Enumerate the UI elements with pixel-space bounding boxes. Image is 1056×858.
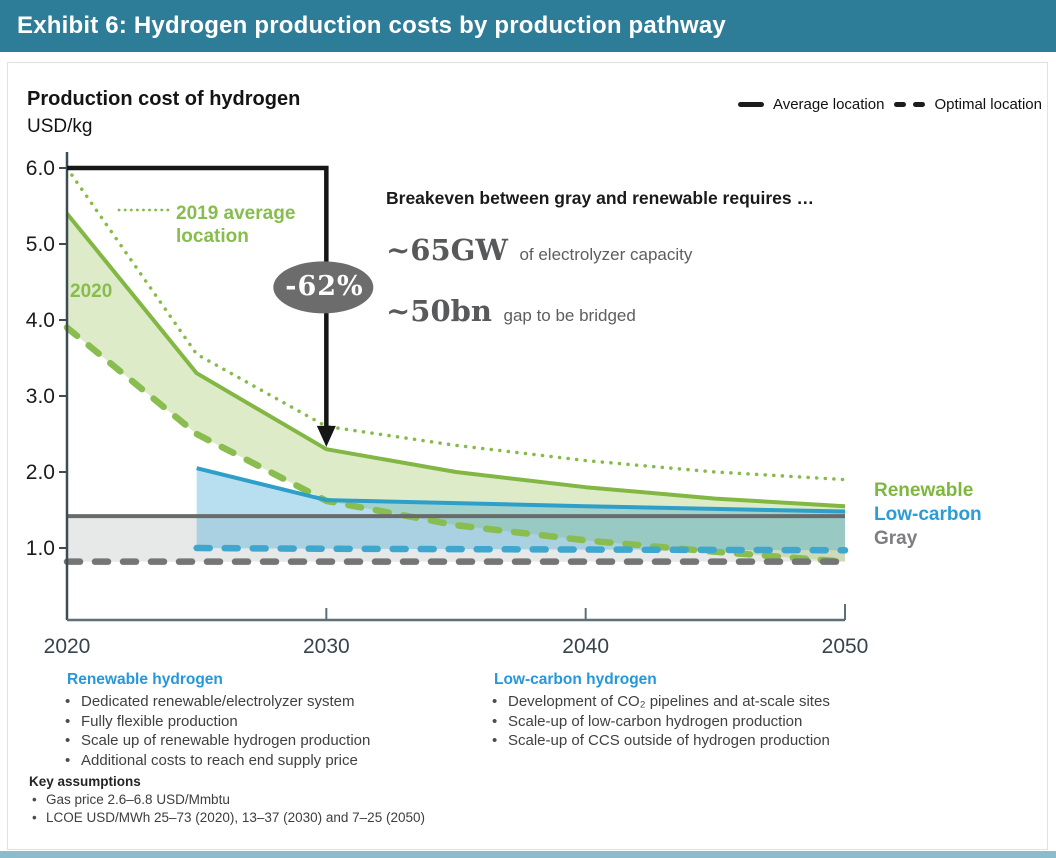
x-tick-label: 2040 (562, 635, 609, 658)
stat-electrolyzer-capacity: ~65GW of electrolyzer capacity (386, 233, 692, 267)
bullet-item: Additional costs to reach end supply pri… (62, 751, 492, 771)
footnote-low-carbon-heading: Low-carbon hydrogen (494, 671, 657, 688)
bullet-item: Fully flexible production (62, 712, 492, 732)
footnote-renewable-heading: Renewable hydrogen (67, 671, 223, 688)
key-assumptions-bullets: Gas price 2.6–6.8 USD/MmbtuLCOE USD/MWh … (29, 791, 629, 827)
y-tick-label: 3.0 (26, 385, 55, 408)
legend-average-label: Average location (772, 96, 885, 113)
legend-item-optimal: Optimal location (894, 96, 1042, 113)
footnote-low-carbon-hydrogen: Low-carbon hydrogen Development of CO₂ p… (489, 671, 919, 751)
legend-optimal-label: Optimal location (934, 96, 1042, 113)
bottom-accent-bar (0, 851, 1056, 858)
annotation-2019-average-location: 2019 average location (176, 203, 296, 247)
reduction-bracket (67, 165, 329, 427)
stat-gw-text: of electrolyzer capacity (519, 245, 693, 264)
exhibit-title: Exhibit 6: Hydrogen production costs by … (17, 12, 726, 39)
y-tick-label: 1.0 (26, 537, 55, 560)
annotation-2020: 2020 (70, 281, 113, 302)
footnote-low-carbon-bullets: Development of CO₂ pipelines and at-scal… (489, 692, 919, 751)
exhibit-header-bar: Exhibit 6: Hydrogen production costs by … (0, 0, 1056, 52)
arrow-down-icon (316, 425, 336, 447)
x-tick-label: 2030 (303, 635, 350, 658)
stat-bn-value: ~50bn (386, 294, 493, 328)
stat-gw-value: ~65GW (386, 233, 508, 267)
x-tick-label: 2020 (44, 635, 91, 658)
reduction-badge-ellipse (273, 261, 374, 314)
series-line-lowcarbon_optimal (193, 544, 849, 554)
stat-gap-to-bridge: ~50bn gap to be bridged (386, 294, 636, 328)
series-label-renewable: Renewable (874, 480, 974, 501)
footnote-renewable-bullets: Dedicated renewable/electrolyzer systemF… (62, 692, 492, 770)
series-line-renewable_average_2020 (65, 212, 846, 509)
stat-bn-text: gap to be bridged (503, 306, 636, 325)
bullet-item: LCOE USD/MWh 25–73 (2020), 13–37 (2030) … (29, 809, 629, 827)
series-line-renewable_2019_average (65, 166, 847, 482)
chart-title: Production cost of hydrogen (27, 88, 301, 110)
dashed-line-icon (894, 102, 926, 107)
bullet-item: Scale-up of low-carbon hydrogen producti… (489, 712, 919, 732)
chart-legend: Average location Optimal location (737, 96, 1042, 113)
bullet-item: Dedicated renewable/electrolyzer system (62, 692, 492, 712)
key-assumptions: Key assumptions Gas price 2.6–6.8 USD/Mm… (29, 774, 629, 827)
band-lowcarbon_average (196, 468, 845, 551)
chart-units-label: USD/kg (27, 116, 93, 137)
footnote-renewable-hydrogen: Renewable hydrogen Dedicated renewable/e… (62, 671, 492, 770)
y-tick-label: 4.0 (26, 309, 55, 332)
series-label-gray: Gray (874, 528, 918, 549)
legend-item-average: Average location (737, 96, 885, 113)
bullet-item: Scale up of renewable hydrogen productio… (62, 731, 492, 751)
breakeven-heading: Breakeven between gray and renewable req… (386, 188, 814, 208)
x-tick-label: 2050 (822, 635, 869, 658)
y-tick-label: 2.0 (26, 461, 55, 484)
solid-line-icon (737, 102, 764, 107)
bullet-item: Gas price 2.6–6.8 USD/Mmbtu (29, 791, 629, 809)
key-assumptions-heading: Key assumptions (29, 774, 141, 789)
y-tick-label: 5.0 (26, 233, 55, 256)
reduction-badge-label: -62% (285, 271, 364, 302)
series-label-low-carbon: Low-carbon (874, 504, 982, 525)
band-renewable_average_2020 (67, 213, 845, 562)
bullet-item: Scale-up of CCS outside of hydrogen prod… (489, 731, 919, 751)
y-tick-label: 6.0 (26, 157, 55, 180)
series-line-lowcarbon_average (196, 466, 846, 514)
bullet-item: Development of CO₂ pipelines and at-scal… (489, 692, 919, 712)
